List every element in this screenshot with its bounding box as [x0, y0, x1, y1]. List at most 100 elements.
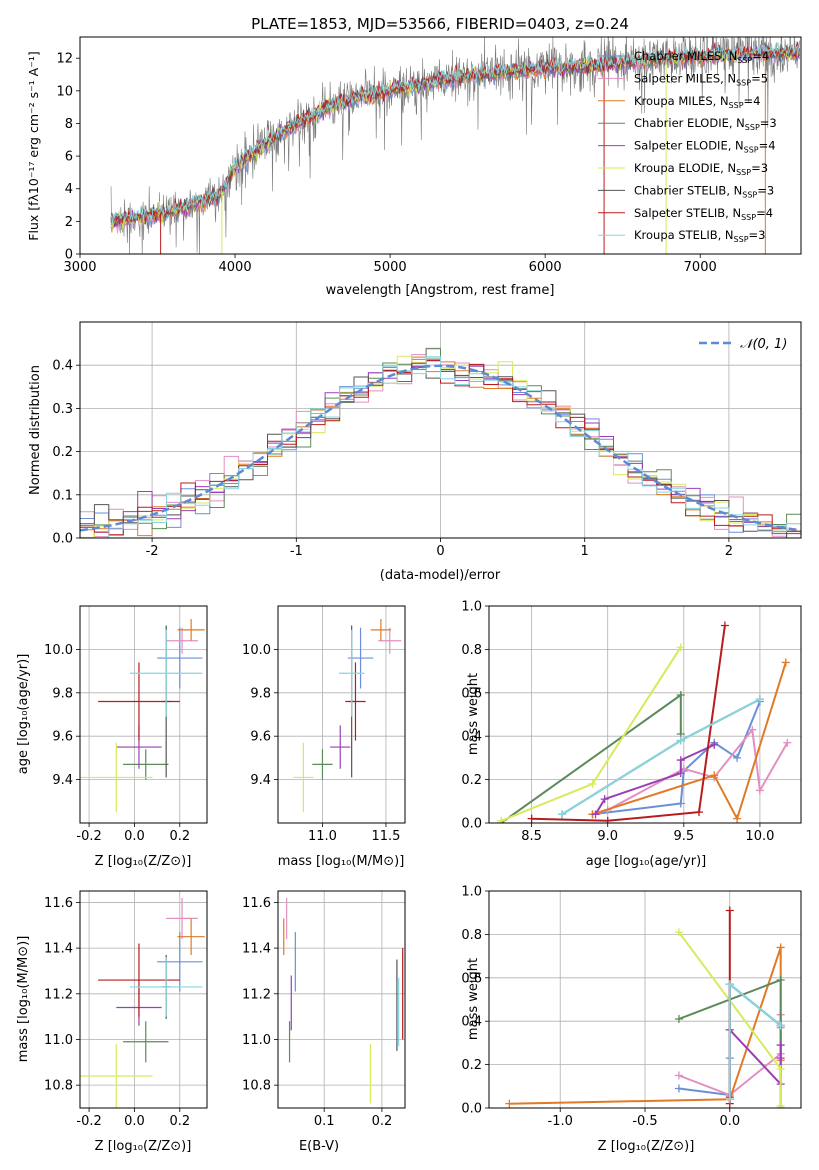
y-tick-label: 0.8 — [461, 643, 482, 658]
y-tick-label: 11.2 — [242, 987, 271, 1002]
mass-weight-vs-age-xlabel: age [log₁₀(age/yr)] — [586, 854, 707, 869]
y-tick-label: 9.6 — [250, 730, 271, 745]
residuals-xlabel: (data-model)/error — [380, 568, 501, 583]
weight-marker-kroupa_elodie — [497, 816, 506, 823]
legend-label-kroupa_miles: Kroupa MILES, NSSP=4 — [634, 94, 760, 110]
weight-marker-kroupa_stelib — [755, 695, 764, 704]
x-tick-label: -1.0 — [548, 1114, 573, 1129]
y-tick-label: 11.0 — [44, 1033, 73, 1048]
y-tick-label: 2 — [65, 215, 73, 230]
y-tick-label: 10.0 — [242, 643, 271, 658]
age-vs-z-panel: -0.2 0.0 0.29.49.69.810.0 Z [log₁₀(Z/Z⊙)] … — [16, 605, 208, 869]
mass-vs-ebv-xlabel: E(B-V) — [299, 1139, 339, 1154]
weight-marker-salpeter_stelib — [527, 814, 536, 823]
age-vs-mass-panel: 11.0 11.5 9.4 9.6 9.8 10.0 mass [log₁₀(M/M⊙)] — [242, 605, 406, 869]
y-tick-label: 12 — [56, 52, 73, 67]
residuals-panel: -2 -1 0 1 2 0.0 0.1 0.2 0.3 0.4 (data-model)/erro… — [28, 321, 802, 583]
x-tick-label: 6000 — [529, 260, 562, 275]
weight-line-chabrier_miles — [592, 701, 761, 816]
axes-frame — [277, 605, 406, 824]
weight-marker-kroupa_stelib — [725, 1095, 734, 1104]
weight-line-salpeter_stelib — [531, 625, 726, 822]
spectrum-xlabel: wavelength [Angstrom, rest frame] — [326, 283, 555, 298]
figure-title: PLATE=1853, MJD=53566, FIBERID=0403, z=0… — [251, 15, 629, 33]
weight-marker-salpeter_elodie — [676, 769, 685, 778]
axes-frame — [79, 321, 802, 539]
mass-weight-vs-age-panel: 8.5 9.0 9.5 10.0 0.0 0.2 0.4 0.6 0.8 1.0 age [log… — [461, 600, 802, 869]
axes-frame — [79, 605, 208, 824]
x-tick-label: 5000 — [374, 260, 407, 275]
legend-label-chabrier_stelib: Chabrier STELIB, NSSP=3 — [634, 183, 774, 199]
weight-marker-salpeter_miles — [783, 738, 792, 747]
weight-marker-kroupa_elodie — [776, 1064, 785, 1073]
normal-curve — [80, 364, 801, 532]
mass-vs-ebv-plot: 0.1 0.2 10.8 11.0 11.2 11.4 11.6 — [242, 890, 406, 1129]
legend-label-kroupa_elodie: Kroupa ELODIE, NSSP=3 — [634, 161, 768, 177]
mass-weight-vs-age-plot: 8.5 9.0 9.5 10.0 0.0 0.2 0.4 0.6 0.8 1.0 — [461, 600, 802, 844]
x-tick-label: 0.0 — [719, 1114, 740, 1129]
y-tick-label: 0.1 — [52, 488, 73, 503]
weight-marker-chabrier_miles — [676, 799, 685, 808]
x-tick-label: 8.5 — [521, 829, 542, 844]
weight-marker-kroupa_elodie — [776, 1101, 785, 1108]
weight-line-chabrier_stelib — [728, 982, 782, 1100]
x-tick-label: -2 — [146, 544, 159, 559]
weight-marker-salpeter_stelib — [603, 816, 612, 823]
weight-marker-salpeter_elodie — [600, 795, 609, 804]
weight-marker-salpeter_miles — [674, 1071, 683, 1080]
weight-marker-salpeter_elodie — [591, 810, 600, 819]
mass-vs-z-panel: -0.2 0.0 0.2 10.8 11.0 11.2 11.4 11.6 Z [log₁₀(… — [16, 890, 208, 1154]
axes-frame — [277, 890, 406, 1109]
x-tick-label: -0.5 — [632, 1114, 657, 1129]
y-tick-label: 0.3 — [52, 402, 73, 417]
spectrum-plot: 3000 4000 5000 6000 7000 0 2 4 6 8 10 12 — [56, 36, 802, 275]
x-tick-label: -1 — [290, 544, 303, 559]
y-tick-label: 9.4 — [250, 773, 271, 788]
weight-marker-kroupa_elodie — [674, 928, 683, 937]
mass-vs-z-plot: -0.2 0.0 0.2 10.8 11.0 11.2 11.4 11.6 — [44, 890, 208, 1129]
y-tick-label: 10.8 — [44, 1079, 73, 1094]
weight-marker-kroupa_stelib — [776, 1021, 785, 1030]
x-tick-label: 4000 — [219, 260, 252, 275]
x-tick-label: 3000 — [63, 260, 96, 275]
y-tick-label: 8 — [65, 117, 73, 132]
weight-marker-chabrier_miles — [733, 753, 742, 762]
y-tick-label: 6 — [65, 150, 73, 165]
mass-weight-vs-z-panel: -1.0 -0.5 0.0 0.0 0.2 0.4 0.6 0.8 1.0 Z [log₁₀(Z… — [461, 885, 802, 1154]
y-tick-label: 4 — [65, 182, 73, 197]
weight-marker-salpeter_miles — [755, 786, 764, 795]
model-kroupa_stelib-line — [110, 42, 800, 224]
legend-label-salpeter_miles: Salpeter MILES, NSSP=5 — [634, 71, 768, 87]
y-tick-label: 1.0 — [461, 600, 482, 615]
x-tick-label: 7000 — [684, 260, 717, 275]
weight-marker-kroupa_miles — [710, 771, 719, 780]
residuals-ylabel: Normed distribution — [28, 365, 43, 495]
weight-line-chabrier_elodie — [500, 693, 682, 823]
weight-line-kroupa_miles — [592, 662, 787, 822]
age-vs-mass-plot: 11.0 11.5 9.4 9.6 9.8 10.0 — [242, 605, 406, 844]
weight-marker-kroupa_miles — [776, 943, 785, 952]
age-vs-z-xlabel: Z [log₁₀(Z/Z⊙)] — [95, 854, 192, 869]
mass-vs-ebv-panel: 0.1 0.2 10.8 11.0 11.2 11.4 11.6 E(B-V) — [242, 890, 406, 1154]
legend-label-chabrier_elodie: Chabrier ELODIE, NSSP=3 — [634, 116, 777, 132]
y-tick-label: 10.8 — [242, 1079, 271, 1094]
legend-label-kroupa_stelib: Kroupa STELIB, NSSP=3 — [634, 228, 765, 244]
x-tick-label: 9.0 — [597, 829, 618, 844]
histogram-kroupa_stelib — [80, 356, 801, 538]
y-tick-label: 9.6 — [52, 730, 73, 745]
axes-frame — [488, 605, 802, 824]
x-tick-label: 0.2 — [169, 829, 190, 844]
y-tick-label: 0.6 — [461, 686, 482, 701]
mass-weight-vs-z-xlabel: Z [log₁₀(Z/Z⊙)] — [598, 1139, 695, 1154]
y-tick-label: 0.0 — [461, 1102, 482, 1117]
legend-label-salpeter_elodie: Salpeter ELODIE, NSSP=4 — [634, 139, 776, 155]
y-tick-label: 0.4 — [52, 359, 73, 374]
mass-weight-vs-z-ylabel: mass weight — [466, 958, 481, 1040]
weight-marker-chabrier_elodie — [776, 975, 785, 984]
x-tick-label: 0.0 — [124, 829, 145, 844]
weight-marker-kroupa_elodie — [676, 643, 685, 652]
mass-vs-z-xlabel: Z [log₁₀(Z/Z⊙)] — [95, 1139, 192, 1154]
spectrum-legend: Chabrier MILES, NSSP=4 Salpeter MILES, NS… — [598, 49, 777, 244]
normal-legend-label: 𝒩(0, 1) — [740, 337, 787, 352]
